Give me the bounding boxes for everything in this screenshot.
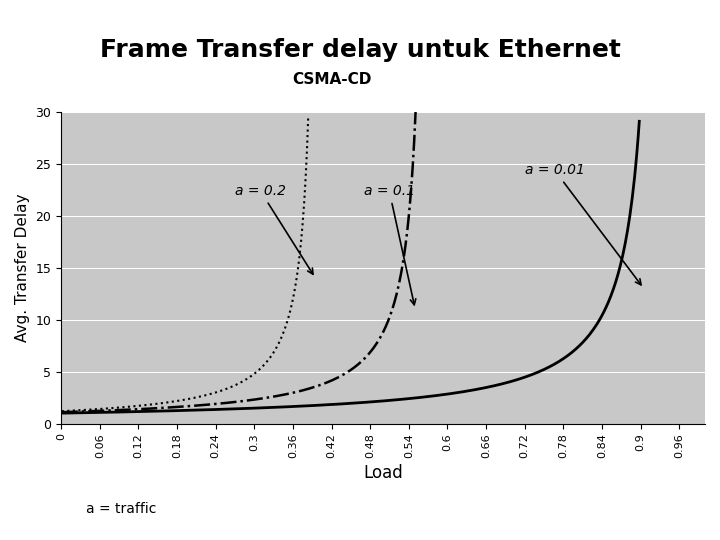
Text: CSMA-CD: CSMA-CD <box>292 72 372 87</box>
Y-axis label: Avg. Transfer Delay: Avg. Transfer Delay <box>15 193 30 342</box>
Text: a = 0.1: a = 0.1 <box>364 184 415 305</box>
X-axis label: Load: Load <box>363 464 403 482</box>
Text: Frame Transfer delay untuk Ethernet: Frame Transfer delay untuk Ethernet <box>99 38 621 62</box>
Text: a = 0.01: a = 0.01 <box>525 163 641 285</box>
Text: a = 0.2: a = 0.2 <box>235 184 313 274</box>
Text: a = traffic: a = traffic <box>86 502 157 516</box>
